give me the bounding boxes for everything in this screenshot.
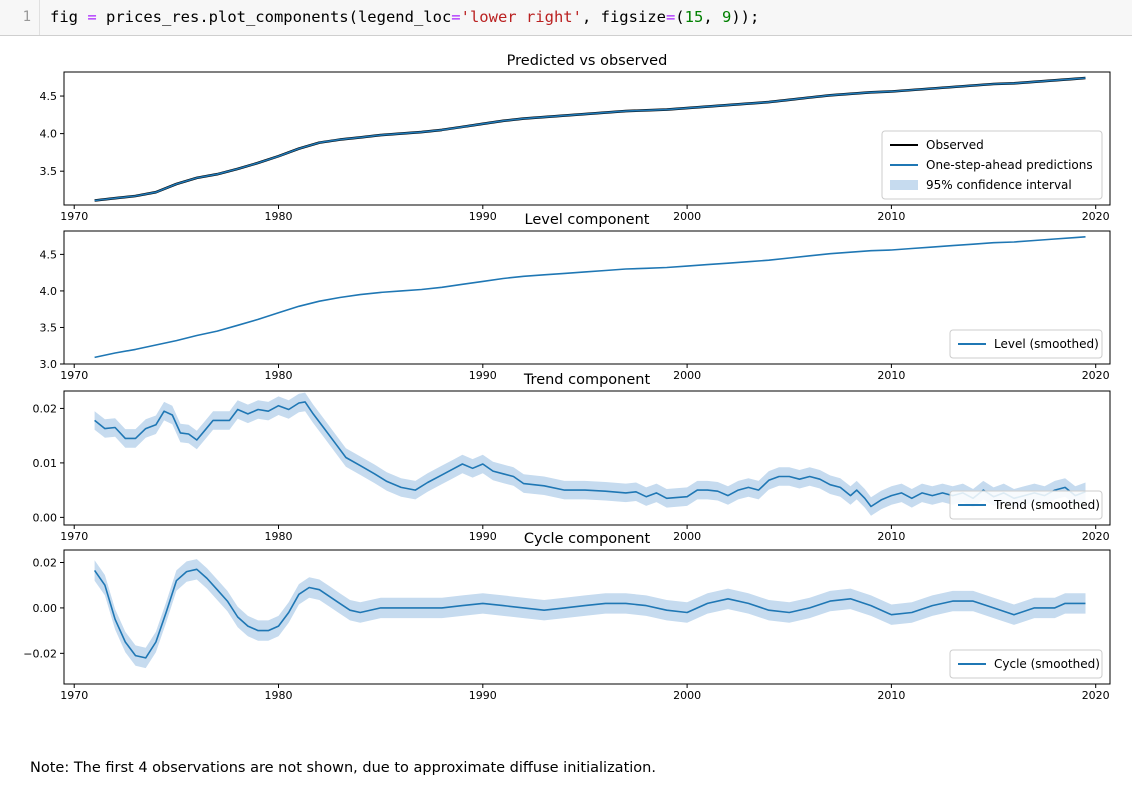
components-figure: Predicted vs observed 1970 1980 1990 2000 201… (0, 36, 1132, 756)
code-token: prices_res.plot_components(legend_loc (97, 8, 452, 26)
y-tick-label: 4.0 (40, 128, 58, 141)
y-tick-label: 4.5 (40, 248, 58, 261)
x-tick-label: 1970 (60, 369, 88, 382)
x-tick-label: 2020 (1082, 689, 1110, 702)
x-tick-label: 2010 (877, 530, 905, 543)
x-tick-label: 1990 (469, 210, 497, 223)
x-tick-label: 1970 (60, 210, 88, 223)
code-token: )); (731, 8, 759, 26)
legend-label: Observed (926, 138, 984, 152)
y-tick-label: 0.02 (33, 556, 58, 569)
y-tick-label: 0.00 (33, 511, 58, 524)
chart-title: Level component (525, 212, 650, 228)
x-tick-label: 2010 (877, 369, 905, 382)
code-token: fig (50, 8, 87, 26)
y-tick-label: 3.5 (40, 321, 58, 334)
x-tick-label: 2000 (673, 210, 701, 223)
code-token: = (451, 8, 460, 26)
legend-label: Cycle (smoothed) (994, 657, 1100, 671)
line-number: 1 (0, 0, 40, 35)
legend: Cycle (smoothed) (950, 650, 1102, 678)
legend-swatch-band (890, 180, 918, 190)
legend-label: Trend (smoothed) (993, 498, 1100, 512)
code-token: = (666, 8, 675, 26)
chart-panel: Trend component 1970 1980 1990 2000 2010 2020 0… (33, 372, 1111, 543)
legend-label: 95% confidence interval (926, 178, 1072, 192)
code-token: 'lower right' (461, 8, 582, 26)
y-tick-label: 0.00 (33, 602, 58, 615)
chart-title: Cycle component (524, 531, 651, 547)
y-tick-label: 4.5 (40, 90, 58, 103)
code-token: 15 (685, 8, 704, 26)
x-tick-label: 1980 (265, 689, 293, 702)
x-tick-label: 2000 (673, 689, 701, 702)
code-cell[interactable]: 1 fig = prices_res.plot_components(legen… (0, 0, 1132, 36)
y-tick-label: 0.02 (33, 402, 58, 415)
confidence-band (95, 559, 1086, 668)
x-tick-label: 1990 (469, 689, 497, 702)
x-tick-label: 2010 (877, 689, 905, 702)
chart-panel: Level component 1970 1980 1990 2000 2010 2020 3… (40, 212, 1111, 382)
legend-label: Level (smoothed) (994, 337, 1099, 351)
chart-panel: Cycle component 1970 1980 1990 2000 2010 2020 −… (23, 531, 1110, 702)
code-token: ( (675, 8, 684, 26)
legend: Trend (smoothed) (950, 491, 1102, 519)
x-tick-label: 2020 (1082, 530, 1110, 543)
chart-title: Trend component (523, 372, 651, 388)
y-tick-label: 4.0 (40, 285, 58, 298)
code-token: , figsize (582, 8, 666, 26)
x-tick-label: 1980 (265, 369, 293, 382)
y-tick-label: 3.5 (40, 165, 58, 178)
code-token: 9 (722, 8, 731, 26)
legend: Observed One-step-ahead predictions 95% co… (882, 131, 1102, 199)
x-tick-label: 1970 (60, 530, 88, 543)
x-tick-label: 2000 (673, 369, 701, 382)
legend-label: One-step-ahead predictions (926, 158, 1093, 172)
y-tick-label: 3.0 (40, 358, 58, 371)
x-tick-label: 1980 (265, 530, 293, 543)
code-line[interactable]: fig = prices_res.plot_components(legend_… (50, 0, 759, 35)
code-token: , (703, 8, 722, 26)
series-line (95, 237, 1086, 358)
x-tick-label: 1990 (469, 369, 497, 382)
x-tick-label: 2020 (1082, 210, 1110, 223)
x-tick-label: 1980 (265, 210, 293, 223)
x-tick-label: 2000 (673, 530, 701, 543)
x-tick-label: 2010 (877, 210, 905, 223)
x-tick-label: 1990 (469, 530, 497, 543)
chart-title: Predicted vs observed (507, 53, 668, 69)
x-tick-label: 2020 (1082, 369, 1110, 382)
y-tick-label: 0.01 (33, 457, 58, 470)
note-text: Note: The first 4 observations are not s… (30, 760, 656, 776)
legend: Level (smoothed) (950, 330, 1102, 358)
x-tick-label: 1970 (60, 689, 88, 702)
code-token: = (87, 8, 96, 26)
chart-panel: Predicted vs observed 1970 1980 1990 2000 201… (40, 53, 1111, 223)
y-tick-label: −0.02 (23, 647, 57, 660)
